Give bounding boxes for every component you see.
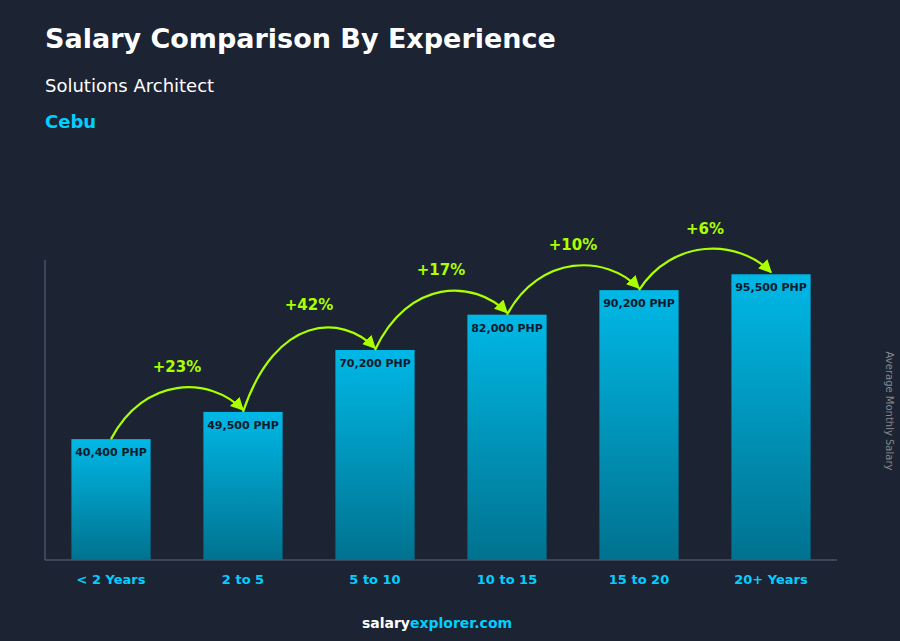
bars bbox=[71, 274, 810, 560]
x-tick-label: 2 to 5 bbox=[222, 572, 264, 587]
data-label: 70,200 PHP bbox=[339, 357, 411, 370]
chart-container: Salary Comparison By Experience Solutions… bbox=[0, 0, 900, 641]
city: Cebu bbox=[45, 111, 96, 132]
x-axis-line bbox=[45, 560, 837, 561]
change-label: +42% bbox=[285, 296, 333, 314]
chart-svg: Salary Comparison By Experience Solutions… bbox=[0, 0, 900, 641]
data-label: 90,200 PHP bbox=[603, 297, 675, 310]
change-arc bbox=[111, 387, 243, 439]
x-tick-label: < 2 Years bbox=[77, 572, 146, 587]
change-arcs bbox=[111, 249, 771, 439]
bar bbox=[467, 315, 546, 560]
data-label: 95,500 PHP bbox=[735, 281, 807, 294]
change-label: +10% bbox=[549, 236, 597, 254]
subtitle: Solutions Architect bbox=[45, 75, 214, 96]
bar bbox=[599, 290, 678, 560]
x-tick-label: 15 to 20 bbox=[609, 572, 669, 587]
footer: salary bbox=[362, 615, 410, 631]
bar bbox=[203, 412, 282, 560]
footer: explorer.com bbox=[410, 615, 512, 631]
bar bbox=[71, 439, 150, 560]
change-label: +17% bbox=[417, 261, 465, 279]
x-tick-label: 10 to 15 bbox=[477, 572, 537, 587]
y-axis-line bbox=[45, 260, 46, 560]
data-label: 49,500 PHP bbox=[207, 419, 279, 432]
change-label: +6% bbox=[686, 220, 724, 238]
title: Salary Comparison By Experience bbox=[45, 23, 556, 54]
change-arc bbox=[243, 327, 375, 411]
y-axis-label: Average Monthly Salary bbox=[884, 352, 895, 471]
bar bbox=[335, 350, 414, 560]
data-label: 82,000 PHP bbox=[471, 322, 543, 335]
change-label: +23% bbox=[153, 358, 201, 376]
change-arc bbox=[507, 265, 639, 314]
data-label: 40,400 PHP bbox=[75, 446, 147, 459]
change-arc bbox=[639, 249, 771, 290]
background bbox=[0, 0, 900, 641]
x-tick-label: 20+ Years bbox=[734, 572, 808, 587]
x-tick-label: 5 to 10 bbox=[349, 572, 400, 587]
bar bbox=[731, 274, 810, 560]
change-arc bbox=[375, 291, 507, 350]
